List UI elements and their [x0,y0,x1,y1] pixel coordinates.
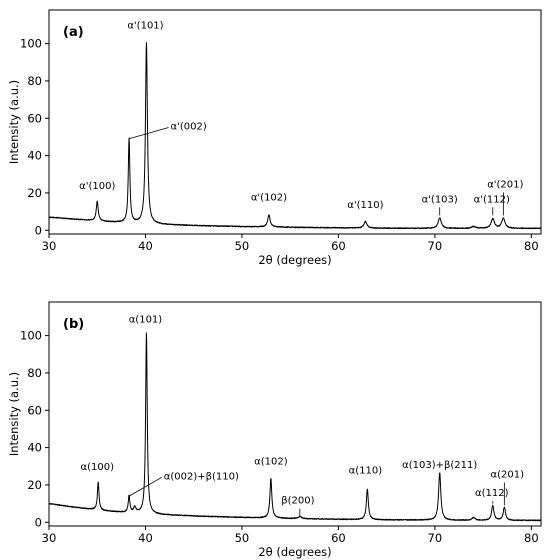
y-axis-title: Intensity (a.u.) [7,372,21,456]
x-axis-title: 2θ (degrees) [258,253,331,267]
x-tick-label: 80 [524,531,539,545]
peak-annotation: α'(101) [127,21,163,32]
peak-annotation: α'(112) [474,194,510,205]
x-axis-title: 2θ (degrees) [258,545,331,559]
annotation-leader [128,476,162,497]
x-tick-label: 30 [42,239,57,253]
y-tick-label: 40 [27,441,42,455]
peak-annotation: α'(103) [422,194,458,205]
x-tick-label: 40 [138,531,153,545]
peak-annotation: α(201) [490,469,524,480]
panel-label: (b) [63,317,84,332]
y-tick-label: 100 [20,329,42,343]
peak-annotation: α'(201) [487,179,523,190]
x-tick-label: 50 [235,239,250,253]
panel-label: (a) [63,25,84,40]
peak-annotation: α'(100) [79,181,115,192]
xrd-panel-a: 30 40 50 60 70 80 0 20 40 60 80 100 2θ (degrees) Inte… [7,9,542,267]
y-axis-title: Intensity (a.u.) [7,80,21,164]
x-tick-label: 40 [138,239,153,253]
xrd-trace [48,42,542,230]
x-tick-label: 60 [331,531,346,545]
xrd-panel-b: 30 40 50 60 70 80 0 20 40 60 80 100 2θ (degrees) Inte… [7,301,542,559]
peak-annotation: α'(002) [171,121,207,132]
plot-frame [48,301,542,527]
annotation-leader [128,127,169,140]
peak-annotation: α'(102) [251,192,287,203]
peak-annotation: β(200) [281,496,314,507]
y-tick-label: 20 [27,186,42,200]
y-tick-label: 60 [27,403,42,417]
y-tick-label: 0 [35,515,42,529]
y-tick-label: 20 [27,478,42,492]
x-tick-label: 60 [331,239,346,253]
y-tick-label: 80 [27,74,42,88]
peak-annotation: α(102) [254,456,288,467]
peak-annotation: α'(110) [347,200,383,211]
y-tick-label: 60 [27,111,42,125]
peak-annotation: α(103)+β(211) [402,460,477,471]
plot-frame [48,9,542,235]
peak-annotation: α(100) [80,462,114,473]
y-tick-label: 40 [27,149,42,163]
xrd-trace [48,332,542,522]
peak-annotation: α(101) [129,315,163,326]
x-tick-label: 70 [428,531,443,545]
peak-annotation: α(110) [349,466,383,477]
x-tick-label: 30 [42,531,57,545]
y-tick-label: 80 [27,366,42,380]
x-tick-label: 80 [524,239,539,253]
y-tick-label: 0 [35,223,42,237]
x-tick-label: 50 [235,531,250,545]
x-tick-label: 70 [428,239,443,253]
peak-annotation: α(112) [475,488,509,499]
y-tick-label: 100 [20,37,42,51]
peak-annotation: α(002)+β(110) [164,471,239,482]
